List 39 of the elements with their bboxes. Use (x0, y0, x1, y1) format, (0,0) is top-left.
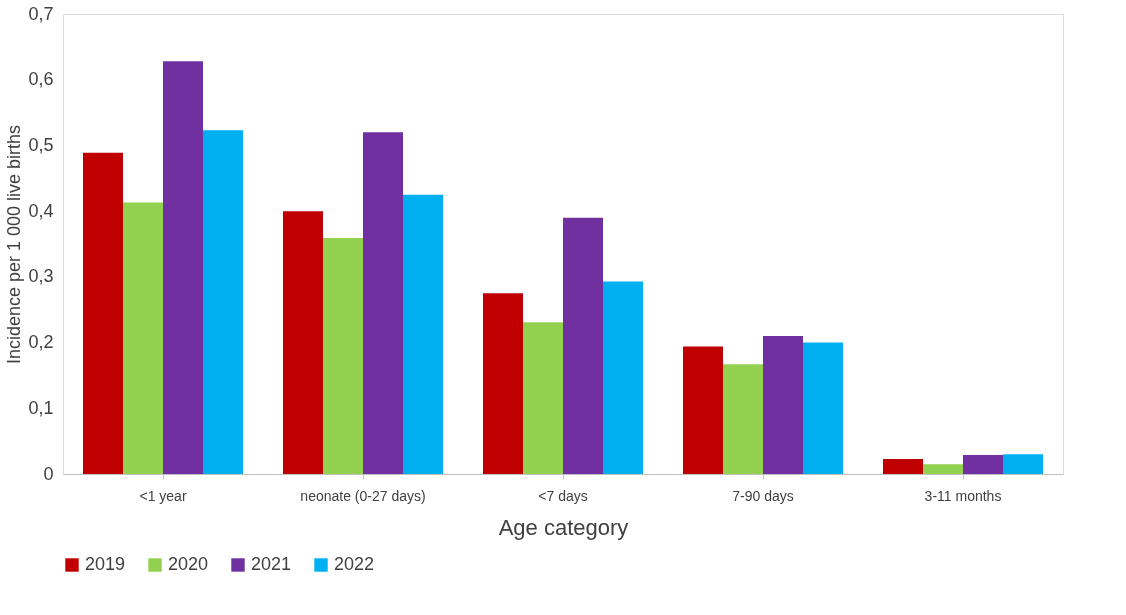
bar (883, 458, 923, 474)
bar (763, 336, 803, 474)
x-tick-label: <7 days (538, 487, 588, 504)
bar (483, 293, 523, 474)
y-tick-label: 0,6 (28, 69, 54, 90)
x-tick-label: 7-90 days (732, 487, 794, 504)
y-tick-label: 0,4 (28, 200, 54, 221)
bar (323, 238, 363, 474)
bar (923, 464, 963, 474)
bar (603, 281, 643, 474)
y-tick-label: 0,3 (28, 266, 54, 287)
legend-label: 2022 (334, 554, 375, 574)
bar (523, 322, 563, 474)
bar (563, 217, 603, 474)
y-tick-label: 0,5 (28, 134, 54, 155)
bar (803, 342, 843, 474)
y-tick-label: 0,2 (28, 332, 54, 353)
bar (403, 194, 443, 474)
bar (723, 364, 763, 474)
bar (123, 202, 163, 474)
bar (163, 61, 203, 474)
y-tick-label: 0,7 (28, 3, 54, 24)
bar (83, 152, 123, 474)
y-tick-label: 0,1 (28, 397, 54, 418)
x-tick-label: neonate (0-27 days) (300, 487, 426, 504)
bar (363, 132, 403, 474)
x-axis-title: Age category (498, 514, 629, 540)
bar (683, 346, 723, 474)
y-axis-title: Incidence per 1 000 live births (4, 124, 25, 365)
bar (283, 211, 323, 474)
bar (963, 454, 1003, 474)
y-tick-label: 0 (43, 463, 54, 484)
x-tick-label: 3-11 months (924, 487, 1002, 504)
bar (203, 130, 243, 474)
legend-label: 2020 (168, 554, 209, 574)
bar (1003, 454, 1043, 474)
legend-label: 2021 (251, 554, 292, 574)
x-tick-label: <1 year (139, 487, 187, 504)
legend-label: 2019 (85, 554, 126, 574)
